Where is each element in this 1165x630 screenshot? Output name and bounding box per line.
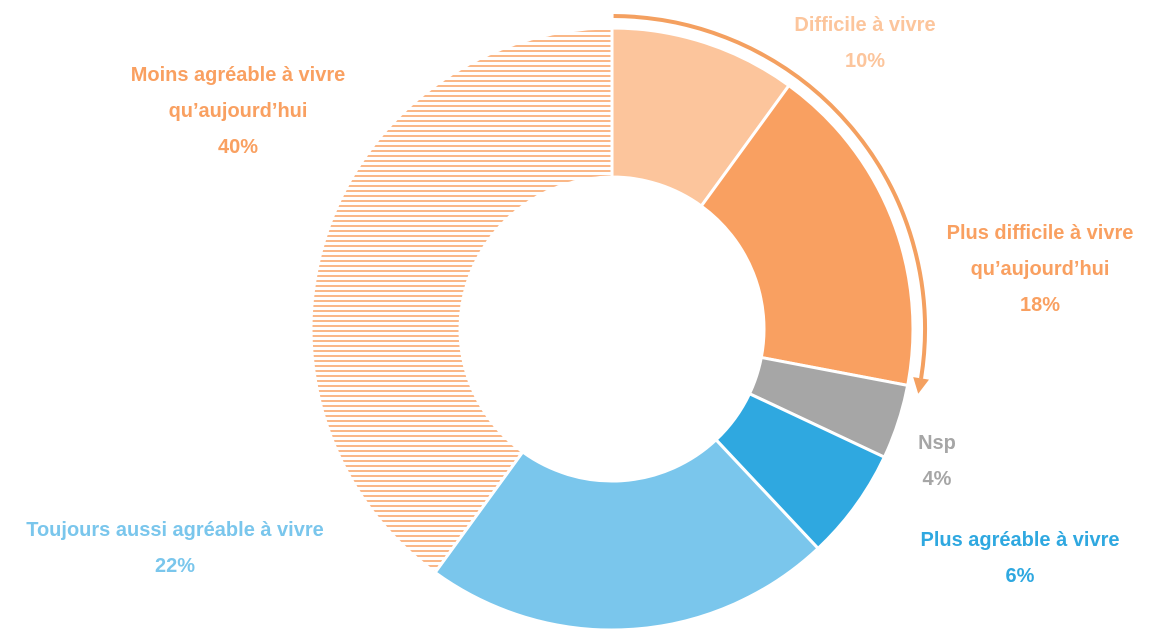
slice-label: Toujours aussi agréable à vivre 22%	[10, 512, 340, 584]
donut-slice	[309, 26, 614, 575]
slice-label: Plus difficile à vivre qu’aujourd’hui 18%	[910, 215, 1165, 323]
value-label: 4%	[922, 468, 952, 490]
value-label: 18%	[1019, 294, 1061, 316]
category-label: Nsp	[918, 432, 956, 454]
category-label: Plus agréable à vivre	[920, 529, 1120, 551]
donut-slice	[699, 83, 915, 388]
donut-slice	[432, 437, 821, 630]
slice-label: Nsp 4%	[877, 425, 997, 497]
value-label: 10%	[844, 50, 886, 72]
category-label: Plus difficile à vivre qu’aujourd’hui	[946, 222, 1134, 280]
value-label: 22%	[154, 555, 196, 577]
category-label: Moins agréable à vivre qu’aujourd’hui	[130, 64, 346, 122]
slice-label: Moins agréable à vivre qu’aujourd’hui 40%	[88, 57, 388, 165]
slice-label: Difficile à vivre 10%	[735, 7, 995, 79]
arrow-arc	[613, 14, 927, 379]
value-label: 6%	[1005, 565, 1035, 587]
slice-label: Plus agréable à vivre 6%	[880, 522, 1160, 594]
category-label: Difficile à vivre	[794, 14, 936, 36]
category-label: Toujours aussi agréable à vivre	[26, 519, 324, 541]
arrow-head	[913, 377, 929, 394]
value-label: 40%	[217, 136, 259, 158]
